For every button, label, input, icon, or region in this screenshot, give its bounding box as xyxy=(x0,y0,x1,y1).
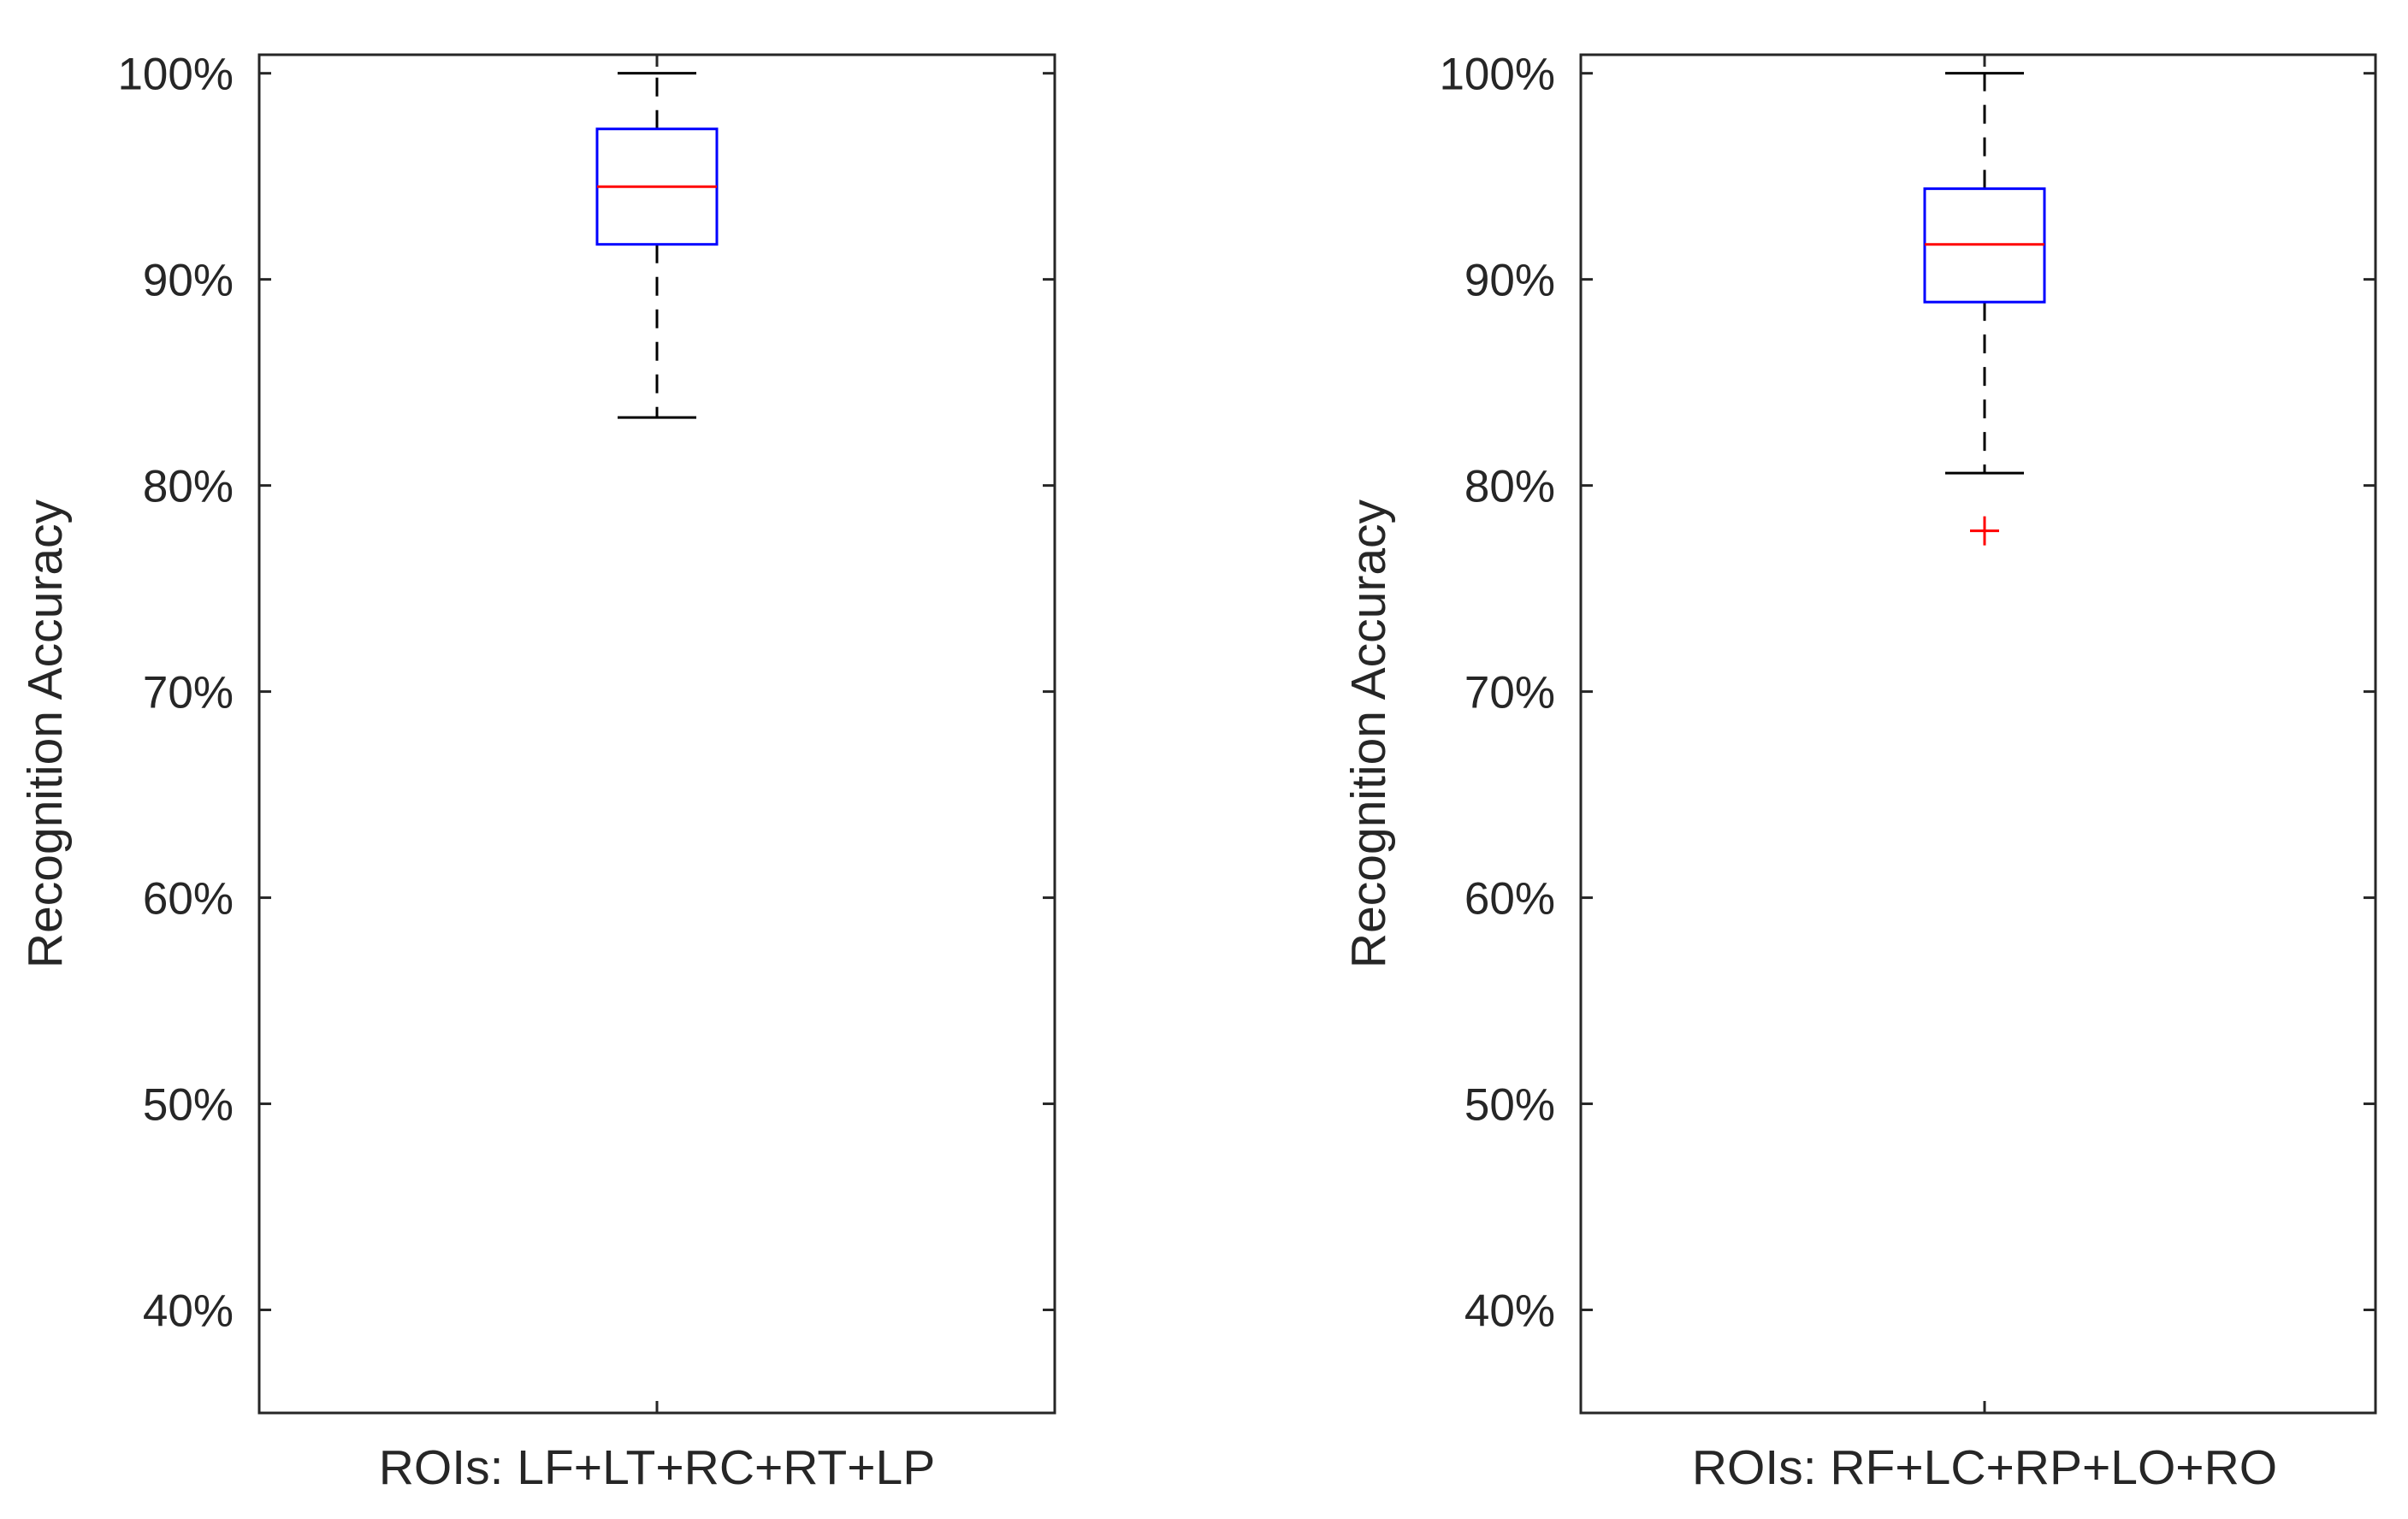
outlier-marker xyxy=(1970,516,1999,546)
right-boxplot-panel: 40% 50% 60% 70% 80% 90% 100% Recognition Accura… xyxy=(1341,50,2377,1495)
y-tick-label: 40% xyxy=(1464,1286,1555,1337)
y-tick-label: 50% xyxy=(143,1080,234,1131)
x-axis-label: ROIs: RF+LC+RP+LO+RO xyxy=(1692,1440,2277,1495)
y-axis-label: Recognition Accuracy xyxy=(18,499,73,968)
x-axis-label: ROIs: LF+LT+RC+RT+LP xyxy=(379,1440,935,1495)
y-tick-label: 90% xyxy=(1464,256,1555,306)
y-tick-label: 70% xyxy=(1464,668,1555,718)
y-tick-label: 80% xyxy=(1464,462,1555,512)
y-axis-label: Recognition Accuracy xyxy=(1341,499,1396,968)
y-tick-label: 70% xyxy=(143,668,234,718)
y-tick-label: 80% xyxy=(143,462,234,512)
y-tick-label: 90% xyxy=(143,256,234,306)
plot-frame xyxy=(1579,53,2377,1415)
y-tick-label: 100% xyxy=(1439,50,1555,100)
y-tick-label: 60% xyxy=(143,874,234,925)
y-tick-label: 40% xyxy=(143,1286,234,1337)
y-tick-label: 100% xyxy=(117,50,234,100)
y-tick-label: 60% xyxy=(1464,874,1555,925)
y-tick-label: 50% xyxy=(1464,1080,1555,1131)
left-boxplot-panel: 40% 50% 60% 70% 80% 90% 100% Recognition Accura… xyxy=(18,50,1056,1495)
